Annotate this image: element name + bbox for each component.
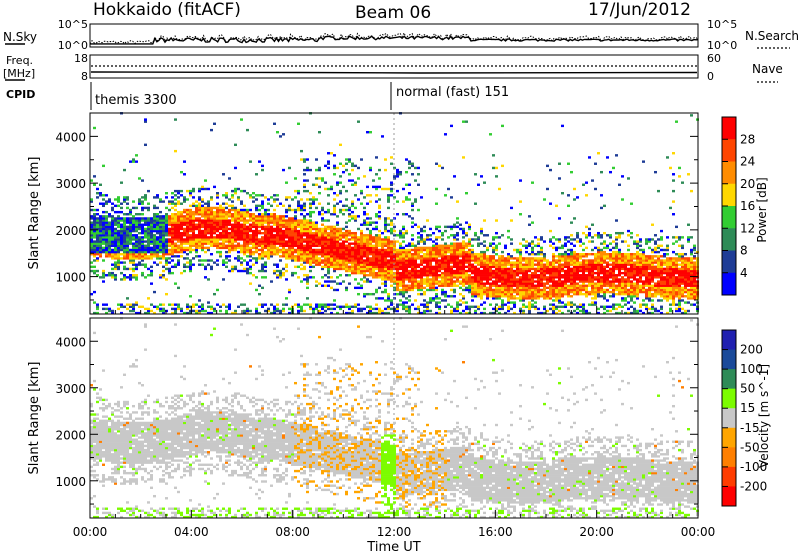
nave-label: Nave <box>752 62 783 76</box>
power-y-tick-1: 2000 <box>55 224 86 238</box>
velocity-colorbar-swatch <box>722 349 736 370</box>
cpid-row: CPID themis 3300 normal (fast) 151 <box>6 82 509 110</box>
power-colorbar-tick-3: 16 <box>740 199 755 213</box>
velocity-y-label: Slant Range [km] <box>27 362 42 475</box>
power-colorbar-tick-1: 24 <box>740 155 755 169</box>
x-tick-0: 00:00 <box>73 525 108 539</box>
nsky-panel: N.Sky 10^5 10^0 10^5 10^0 N.Search <box>3 18 799 52</box>
power-colorbar-tick-6: 4 <box>740 266 748 280</box>
power-colorbar-tick-2: 20 <box>740 177 755 191</box>
power-colorbar-swatch <box>722 139 736 162</box>
velocity-colorbar-tick-4: -15 <box>740 421 760 435</box>
nsky-line <box>90 35 699 45</box>
power-heatmap <box>90 112 699 518</box>
nsky-tick-bottom: 10^0 <box>58 39 88 52</box>
power-colorbar-swatch <box>722 250 736 274</box>
power-colorbar-swatch <box>722 228 736 251</box>
freq-tick-top: 18 <box>74 52 88 65</box>
nsky-label: N.Sky <box>3 30 37 44</box>
nsky-series <box>89 31 699 45</box>
power-panel: 1000 2000 3000 4000 Slant Range [km] 28 24 20… <box>27 112 769 518</box>
power-colorbar-swatch <box>722 161 736 185</box>
x-tick-3: 12:00 <box>377 525 412 539</box>
x-tick-2: 08:00 <box>275 525 310 539</box>
power-colorbar-swatch <box>722 206 736 229</box>
nave-tick-bottom: 0 <box>707 70 714 83</box>
power-colorbar-swatch <box>722 272 736 296</box>
velocity-colorbar-swatch <box>722 486 736 507</box>
velocity-colorbar-tick-5: -50 <box>740 440 760 454</box>
power-colorbar: 28 24 20 16 12 8 4 <box>721 116 755 296</box>
nave-tick-top: 60 <box>707 52 721 65</box>
cpid-mode-2: normal (fast) 151 <box>396 85 509 100</box>
velocity-colorbar-swatch <box>722 427 736 448</box>
velocity-colorbar-tick-2: 50 <box>740 382 755 396</box>
velocity-colorbar-swatch <box>722 447 736 468</box>
nsearch-tick-bottom: 10^0 <box>707 39 737 52</box>
velocity-y-tick-0: 1000 <box>55 475 86 489</box>
velocity-panel: 1000 2000 3000 4000 Slant Range [km] 200 100… <box>27 306 771 554</box>
power-y-axis: 1000 2000 3000 4000 <box>55 130 698 301</box>
velocity-colorbar-swatch <box>722 388 736 409</box>
velocity-y-axis: 1000 2000 3000 4000 <box>55 335 698 505</box>
freq-tick-bottom: 8 <box>81 70 88 83</box>
velocity-colorbar-tick-1: 100 <box>740 362 763 376</box>
power-y-tick-2: 3000 <box>55 177 86 191</box>
velocity-colorbar: 200 100 50 15 -15 -50 -100 -200 <box>721 329 767 507</box>
x-tick-4: 16:00 <box>478 525 513 539</box>
nsearch-tick-top: 10^5 <box>707 18 737 31</box>
x-tick-6: 00:00 <box>681 525 716 539</box>
power-colorbar-tick-0: 28 <box>740 132 755 146</box>
nsearch-label: N.Search <box>745 29 799 43</box>
station-title: Hokkaido (fitACF) <box>93 0 241 20</box>
velocity-colorbar-tick-3: 15 <box>740 401 755 415</box>
velocity-colorbar-tick-0: 200 <box>740 343 763 357</box>
power-colorbar-swatch <box>722 183 736 207</box>
velocity-colorbar-swatch <box>722 466 736 487</box>
velocity-colorbar-tick-7: -200 <box>740 479 767 493</box>
beam-title: Beam 06 <box>355 3 431 23</box>
power-colorbar-swatch <box>722 117 736 140</box>
power-colorbar-label: Power [dB] <box>755 177 769 242</box>
velocity-y-tick-3: 4000 <box>55 335 86 349</box>
velocity-y-tick-2: 3000 <box>55 382 86 396</box>
power-y-tick-0: 1000 <box>55 271 86 285</box>
nsky-tick-top: 10^5 <box>58 18 88 31</box>
nsearch-line <box>89 31 699 45</box>
velocity-heatmap <box>90 317 699 519</box>
freq-panel: Freq. [MHz] 18 8 60 0 Nave <box>3 52 783 83</box>
freq-unit: [MHz] <box>3 67 35 80</box>
x-tick-5: 20:00 <box>579 525 614 539</box>
date-title: 17/Jun/2012 <box>588 0 691 20</box>
x-axis-label: Time UT <box>366 540 420 554</box>
velocity-colorbar-tick-6: -100 <box>740 460 767 474</box>
velocity-colorbar-swatch <box>722 408 736 429</box>
power-y-tick-3: 4000 <box>55 130 86 144</box>
velocity-colorbar-swatch <box>722 369 736 390</box>
velocity-colorbar-label: Velocity [m s^-1] <box>757 364 771 468</box>
velocity-colorbar-swatch <box>722 330 736 351</box>
time-x-axis: 00:00 04:00 08:00 12:00 16:00 20:00 00:00 <box>73 306 716 539</box>
x-tick-1: 04:00 <box>174 525 209 539</box>
power-y-label: Slant Range [km] <box>27 157 42 270</box>
freq-label: Freq. <box>6 54 33 67</box>
power-colorbar-tick-5: 8 <box>740 244 748 258</box>
velocity-y-tick-1: 2000 <box>55 428 86 442</box>
power-colorbar-tick-4: 12 <box>740 221 755 235</box>
cpid-mode-1: themis 3300 <box>95 93 177 108</box>
cpid-label: CPID <box>6 88 35 101</box>
